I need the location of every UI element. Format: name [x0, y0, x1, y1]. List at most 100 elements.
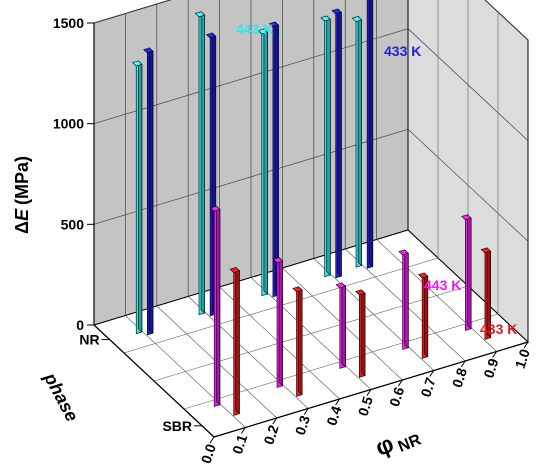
- bar: [335, 282, 347, 369]
- bar: [398, 249, 409, 350]
- bars-layer: [132, 0, 492, 416]
- x-tick-label: 0.9: [480, 356, 501, 380]
- z-tick-label: 1000: [53, 116, 84, 132]
- bar-side: [298, 286, 303, 396]
- x-tick-mark: [209, 436, 215, 444]
- bar-side: [341, 282, 346, 368]
- x-tick-mark: [366, 389, 372, 396]
- series-label-443k-nr: 443 K: [236, 21, 273, 37]
- x-tick-label: 0.1: [229, 432, 250, 456]
- bar: [480, 247, 492, 340]
- bar-top: [335, 282, 347, 289]
- z-label-var: E: [12, 208, 32, 221]
- bar-side: [361, 289, 366, 377]
- bar-top: [351, 16, 363, 22]
- bar: [229, 266, 240, 416]
- bar-side: [235, 266, 240, 415]
- grid-line: [123, 0, 439, 354]
- bar: [292, 286, 303, 397]
- z-tick-label: 0: [76, 317, 84, 333]
- x-tick-label: 0.2: [260, 423, 281, 447]
- bar-side: [368, 0, 374, 268]
- x-tick-label: 0.8: [449, 366, 470, 390]
- bar-side: [274, 21, 279, 296]
- grid-line: [183, 12, 499, 410]
- bar-side: [200, 11, 205, 314]
- bar-side: [326, 15, 331, 276]
- bar-side: [263, 28, 268, 295]
- bar: [351, 15, 363, 268]
- series-label-433k-nr: 433 K: [384, 43, 421, 59]
- bar: [194, 11, 206, 316]
- x-label-sub: NR: [396, 431, 424, 456]
- bar: [210, 205, 221, 407]
- x-tick-mark: [272, 417, 278, 425]
- z-label-delta: Δ: [12, 221, 32, 234]
- bar-top: [355, 289, 366, 296]
- bar-top: [194, 11, 206, 18]
- bar: [132, 60, 143, 335]
- bar: [331, 8, 342, 279]
- bar: [272, 256, 284, 388]
- bar-side: [138, 60, 143, 333]
- bar-top: [132, 60, 143, 67]
- bar: [417, 272, 429, 359]
- bar-top: [257, 28, 269, 35]
- x-tick-mark: [523, 341, 529, 349]
- x-tick-mark: [397, 379, 403, 387]
- bar: [143, 47, 154, 336]
- bar-side: [278, 256, 284, 387]
- bar-top: [398, 249, 409, 256]
- bar-side: [337, 8, 342, 277]
- bar-top: [417, 272, 429, 279]
- x-tick-label: 0.7: [417, 375, 438, 399]
- phase-axis-line: [93, 324, 215, 438]
- x-tick-label: 1.0: [512, 347, 533, 371]
- x-tick-label: 0.3: [292, 413, 313, 437]
- x-tick-label: 0.0: [198, 442, 219, 466]
- bar-top: [292, 286, 303, 293]
- x-tick-mark: [492, 351, 498, 358]
- bar-top: [268, 21, 280, 28]
- bar-top: [480, 247, 492, 254]
- bar-top: [320, 15, 331, 22]
- x-tick-mark: [240, 427, 246, 434]
- x-tick-mark: [335, 398, 341, 406]
- x-axis-label: φNR: [372, 420, 424, 464]
- phase-tick-label: NR: [79, 332, 99, 348]
- z-axis-label: ΔE (MPa): [12, 156, 32, 234]
- phase-tick-label: SBR: [162, 418, 192, 434]
- x-tick-label: 0.5: [355, 394, 376, 418]
- x-label-symbol: φ: [372, 430, 398, 461]
- x-tick-label: 0.4: [323, 404, 344, 428]
- bar: [355, 289, 366, 378]
- bar-top: [143, 47, 154, 54]
- bar-side: [357, 15, 363, 267]
- z-tick-label: 500: [61, 216, 85, 232]
- x-tick-mark: [429, 370, 435, 377]
- series-label-443k-sbr: 443 K: [424, 277, 461, 293]
- grid-line: [93, 128, 529, 242]
- bar: [257, 28, 269, 297]
- bar-side: [467, 214, 472, 330]
- y-axis-label: phase: [40, 369, 83, 425]
- bar: [366, 0, 374, 269]
- x-tick-mark: [303, 408, 309, 415]
- bar-top: [461, 214, 472, 221]
- x-tick-mark: [460, 360, 466, 368]
- ticks-layer: 0 500 1000 1500 NR SBR 0.0 0.1 0.2 0.3 0.4 0.5 0.6 0.…: [53, 15, 533, 465]
- bar-top: [272, 257, 284, 264]
- bar: [320, 15, 331, 278]
- bar-side: [216, 205, 221, 406]
- bar-top: [205, 32, 217, 39]
- grid-line: [93, 28, 529, 141]
- bar-top: [210, 205, 221, 212]
- bar: [461, 214, 472, 331]
- series-label-433k-sbr: 433 K: [480, 321, 517, 337]
- bar-top: [229, 267, 240, 273]
- x-tick-label: 0.6: [386, 385, 407, 409]
- z-tick-label: 1500: [53, 15, 84, 31]
- bar-side: [149, 47, 154, 334]
- z-label-unit: (MPa): [12, 156, 32, 205]
